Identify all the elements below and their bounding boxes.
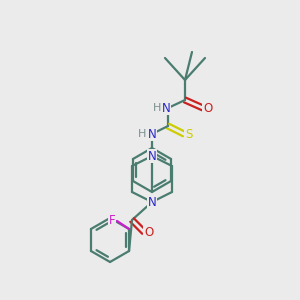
- Text: S: S: [185, 128, 193, 140]
- Text: O: O: [203, 101, 213, 115]
- Text: H: H: [138, 129, 146, 139]
- Text: O: O: [144, 226, 154, 238]
- Text: N: N: [148, 196, 156, 208]
- Text: H: H: [153, 103, 161, 113]
- Text: N: N: [148, 128, 156, 140]
- Text: N: N: [148, 149, 156, 163]
- Text: F: F: [109, 214, 116, 227]
- Text: N: N: [162, 101, 170, 115]
